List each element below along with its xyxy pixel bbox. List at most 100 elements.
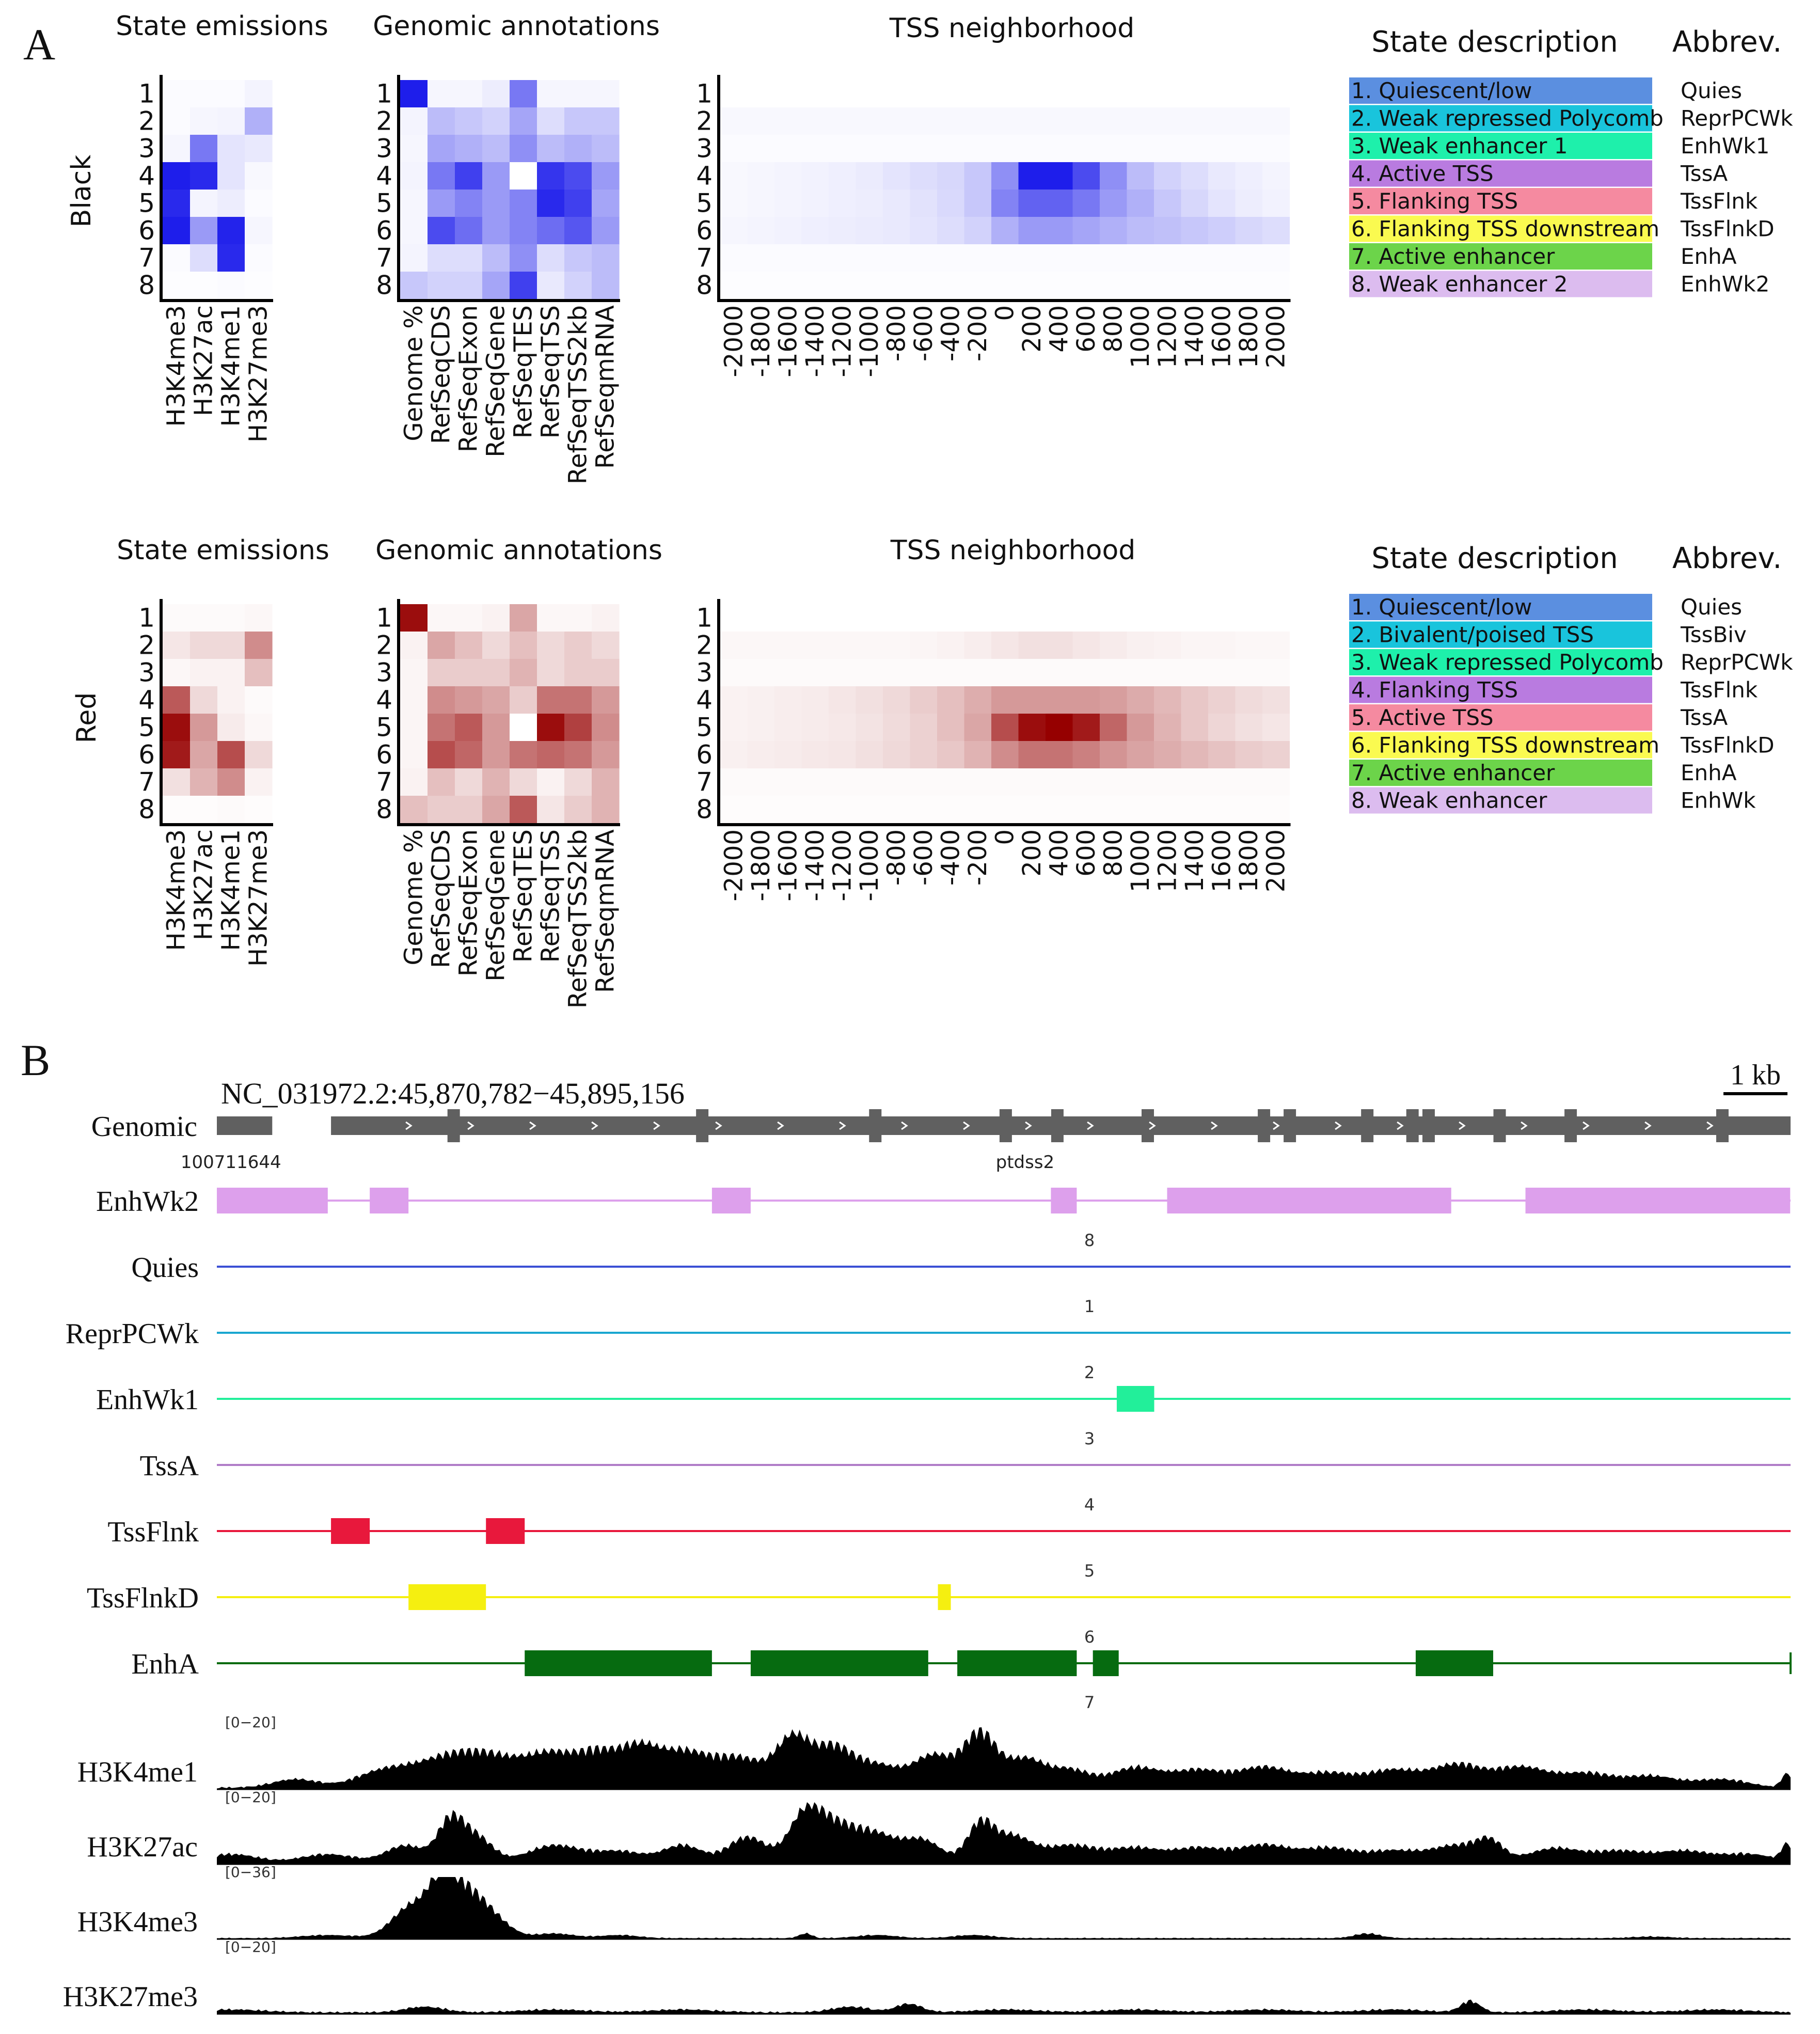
heatmap-cell	[774, 244, 802, 272]
state-description: 8. Weak enhancer	[1351, 788, 1547, 813]
row-tick-label: 3	[376, 658, 392, 688]
column-tick-label: RefSeqTSS	[536, 305, 565, 438]
heatmap-cell	[720, 741, 748, 769]
column-tick-label: RefSeqTES	[509, 305, 538, 438]
state-description: 3. Weak repressed Polycomb	[1351, 650, 1664, 675]
heatmap-cell	[1046, 768, 1073, 796]
column-tick-label: RefSeqmRNA	[591, 305, 620, 469]
heatmap-title: TSS neighborhood	[889, 13, 1135, 44]
heatmap-cell	[190, 272, 218, 299]
state-segment	[525, 1650, 712, 1676]
heatmap-title: TSS neighborhood	[890, 535, 1136, 566]
heatmap-cell	[1046, 714, 1073, 742]
column-tick-label: RefSeqTSS2kb	[564, 829, 593, 1008]
heatmap-cell	[510, 632, 537, 659]
heatmap-cell	[428, 244, 455, 272]
state-track-quies: Quies 8	[131, 1231, 1791, 1284]
heatmap-cell	[829, 190, 857, 217]
heatmap-cell	[163, 659, 191, 687]
heatmap-cell	[163, 768, 191, 796]
heatmap-cell	[1046, 632, 1073, 659]
state-abbrev: EnhWk2	[1681, 272, 1769, 297]
column-tick-label: 1000	[1126, 305, 1155, 368]
heatmap-cell	[1046, 107, 1073, 135]
heatmap-cell	[883, 107, 911, 135]
row-tick-label: 2	[376, 630, 392, 660]
signal-area	[217, 1802, 1791, 1864]
heatmap-cell	[245, 272, 273, 299]
row-tick-label: 4	[696, 685, 713, 715]
column-tick-label: -600	[909, 305, 938, 361]
heatmap-cell	[217, 741, 245, 769]
heatmap-cell	[1018, 107, 1046, 135]
heatmap-cell	[991, 632, 1019, 659]
heatmap-cell	[1100, 714, 1128, 742]
row-tick-label: 2	[376, 106, 392, 136]
heatmap-cell	[400, 107, 428, 135]
abbrev-header: Abbrev.	[1672, 542, 1782, 575]
state-segment	[750, 1650, 928, 1676]
column-tick-label: 2000	[1261, 829, 1290, 892]
heatmap-cell	[537, 217, 565, 245]
heatmap-cell	[564, 659, 592, 687]
column-tick-label: -1600	[773, 829, 802, 901]
heatmap-cell	[455, 659, 483, 687]
heatmap-title: State emissions	[116, 11, 328, 42]
state-track-tssa: TssA 3	[140, 1429, 1791, 1482]
heatmap-cell	[510, 796, 537, 824]
heatmap-cell	[163, 714, 191, 742]
track-number: 4	[1084, 1495, 1095, 1515]
heatmap-cell	[163, 80, 191, 108]
heatmap-cell	[1127, 604, 1154, 632]
heatmap-cell	[1072, 272, 1100, 299]
heatmap-cell	[1235, 714, 1263, 742]
heatmap-cell	[1018, 80, 1046, 108]
heatmap-cell	[801, 217, 829, 245]
heatmap-cell	[245, 796, 273, 824]
heatmap-cell	[163, 796, 191, 824]
heatmap-cell	[1018, 244, 1046, 272]
heatmap-cell	[991, 244, 1019, 272]
heatmap-cell	[720, 272, 748, 299]
heatmap-cell	[720, 190, 748, 217]
heatmap-cell	[428, 162, 455, 190]
heatmap-cell	[1072, 714, 1100, 742]
exon	[1051, 1109, 1064, 1142]
column-tick-label: 1600	[1207, 829, 1236, 892]
heatmap-cell	[1181, 162, 1209, 190]
heatmap-cell	[991, 80, 1019, 108]
heatmap-cell	[910, 107, 938, 135]
column-tick-label: 0	[990, 305, 1019, 321]
heatmap-cell	[1208, 632, 1236, 659]
exon	[1361, 1109, 1374, 1142]
heatmap-cell	[245, 162, 273, 190]
panel-a: State emissions12345678H3K4me3H3K27acH3K…	[66, 11, 1793, 1008]
heatmap-cell	[1208, 659, 1236, 687]
heatmap-cell	[217, 135, 245, 163]
track-number: 8	[1084, 1231, 1095, 1250]
heatmap-cell	[592, 659, 620, 687]
heatmap-cell	[190, 107, 218, 135]
column-tick-label: -400	[936, 829, 965, 886]
heatmap-cell	[910, 272, 938, 299]
row-tick-label: 5	[376, 713, 392, 743]
heatmap-cell	[1046, 135, 1073, 163]
column-tick-label: -2000	[719, 305, 748, 377]
heatmap-cell	[910, 796, 938, 824]
heatmap-cell	[510, 686, 537, 714]
heatmap-cell	[217, 80, 245, 108]
state-description: 7. Active enhancer	[1351, 760, 1555, 785]
column-tick-label: 400	[1044, 305, 1073, 353]
heatmap-cell	[774, 272, 802, 299]
column-tick-label: 1200	[1153, 305, 1182, 368]
heatmap-cell	[747, 107, 775, 135]
column-tick-label: H3K27me3	[244, 829, 273, 967]
heatmap-cell	[1154, 714, 1182, 742]
heatmap-cell	[1127, 741, 1154, 769]
exon	[1564, 1109, 1577, 1142]
heatmap-cell	[510, 244, 537, 272]
signal-area	[217, 1999, 1791, 2014]
state-description: 1. Quiescent/low	[1351, 594, 1532, 620]
heatmap-cell	[190, 244, 218, 272]
